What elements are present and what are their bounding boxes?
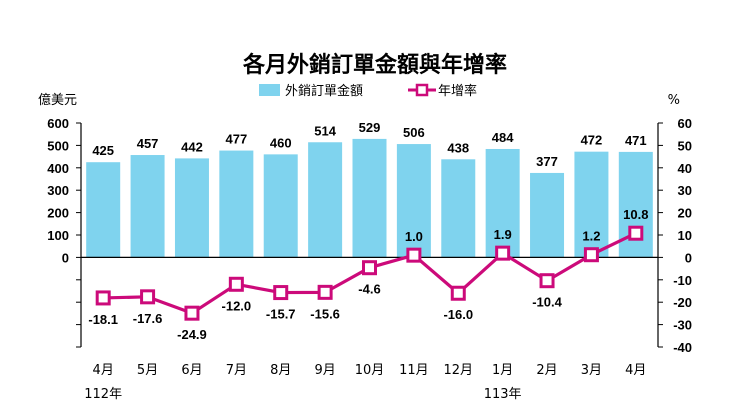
growth-rate-label: -4.6: [358, 282, 380, 297]
bar-value-label: 457: [137, 136, 159, 151]
bar-value-label: 425: [92, 143, 114, 158]
right-axis-tick-label: 30: [678, 183, 692, 198]
growth-rate-marker: [583, 247, 599, 263]
plot-area: 425 457 442 477 460 514 529 506 438 484 377 472 471 0…: [47, 116, 692, 402]
bar-value-label: 514: [314, 123, 336, 138]
bar-value-label: 460: [270, 135, 292, 150]
category-label: 5月: [137, 363, 158, 378]
right-axis-tick-label: -40: [673, 340, 692, 355]
category-label: 11月: [399, 363, 429, 378]
growth-rate-label: 10.8: [623, 207, 648, 222]
left-axis-tick-label: 400: [47, 161, 69, 176]
left-axis-tick-label: 300: [47, 183, 69, 198]
chart-title: 各月外銷訂單金額與年增率: [242, 52, 507, 78]
year-label: 112年: [84, 387, 122, 402]
bar: [219, 150, 254, 258]
growth-rate-label: -15.6: [310, 306, 340, 321]
left-axis-tick-label: 500: [47, 138, 69, 153]
right-axis-unit: %: [668, 93, 680, 108]
bar: [352, 138, 387, 258]
left-axis-tick-label: 0: [62, 250, 69, 265]
bar-value-label: 377: [536, 154, 558, 169]
legend-bar-swatch: [259, 84, 280, 96]
category-label: 6月: [181, 363, 202, 378]
growth-rate-marker: [495, 245, 511, 261]
right-axis-tick-label: -10: [673, 273, 692, 288]
bar-value-label: 506: [403, 125, 425, 140]
growth-rate-marker: [362, 260, 377, 276]
bar: [86, 162, 121, 258]
category-label: 7月: [226, 363, 247, 378]
bar: [485, 148, 520, 258]
right-axis-tick-label: 0: [685, 250, 692, 265]
growth-rate-marker: [228, 276, 244, 292]
right-axis-tick-label: 60: [678, 116, 692, 131]
bar-value-label: 529: [359, 120, 381, 135]
left-axis-tick-label: 600: [47, 116, 69, 131]
year-label: 113年: [484, 387, 522, 402]
right-axis-tick-label: 50: [678, 138, 692, 153]
left-axis-tick-label: 200: [47, 206, 69, 221]
category-label: 3月: [581, 363, 602, 378]
growth-rate-label: -18.1: [88, 312, 118, 327]
bar: [441, 159, 476, 258]
bar-value-label: 472: [581, 133, 603, 148]
left-axis-tick-label: 100: [47, 228, 69, 243]
growth-rate-label: 1.9: [494, 227, 512, 242]
category-label: 10月: [355, 363, 385, 378]
bar: [396, 144, 431, 258]
category-label: 12月: [443, 363, 473, 378]
bar-value-label: 484: [492, 130, 514, 145]
bar: [308, 142, 343, 258]
bar-value-label: 477: [225, 132, 247, 147]
legend-line-marker: [415, 83, 429, 97]
growth-rate-label: -10.4: [532, 295, 562, 310]
bar-value-label: 442: [181, 139, 203, 154]
legend-line-label: 年增率: [438, 83, 477, 99]
right-axis-tick-label: -30: [673, 318, 692, 333]
legend: 外銷訂單金額 年增率: [259, 83, 477, 99]
category-label: 2月: [536, 363, 557, 378]
bar: [530, 172, 565, 258]
growth-rate-label: -17.6: [133, 311, 163, 326]
right-axis-tick-label: 20: [678, 206, 692, 221]
left-axis-unit: 億美元: [38, 92, 77, 108]
category-label: 9月: [314, 363, 335, 378]
growth-rate-marker: [450, 285, 466, 301]
growth-rate-marker: [539, 273, 555, 289]
right-axis-tick-label: 40: [678, 161, 692, 176]
legend-bar-label: 外銷訂單金額: [285, 83, 363, 99]
category-label: 4月: [93, 363, 114, 378]
category-label: 1月: [492, 363, 513, 378]
right-axis-tick-label: 10: [678, 228, 692, 243]
growth-rate-label: -15.7: [266, 307, 296, 322]
bar: [174, 158, 209, 258]
growth-rate-label: -12.0: [222, 298, 252, 313]
category-label: 8月: [270, 363, 291, 378]
bar-value-label: 438: [447, 140, 469, 155]
growth-rate-label: 1.2: [582, 229, 600, 244]
category-label: 4月: [625, 363, 646, 378]
growth-rate-label: -16.0: [443, 307, 473, 322]
growth-rate-marker: [273, 285, 289, 301]
bar-value-label: 471: [625, 133, 647, 148]
growth-rate-marker: [140, 289, 156, 305]
growth-rate-marker: [628, 225, 644, 241]
growth-rate-label: -24.9: [177, 327, 207, 342]
bar: [263, 154, 298, 258]
growth-rate-marker: [406, 247, 422, 263]
bar: [130, 155, 165, 258]
right-axis-tick-label: -20: [673, 295, 692, 310]
growth-rate-label: 1.0: [405, 229, 423, 244]
bar: [574, 151, 609, 258]
bar: [618, 151, 653, 258]
growth-rate-marker: [317, 284, 333, 300]
growth-rate-marker: [184, 305, 200, 321]
growth-rate-marker: [95, 290, 111, 306]
